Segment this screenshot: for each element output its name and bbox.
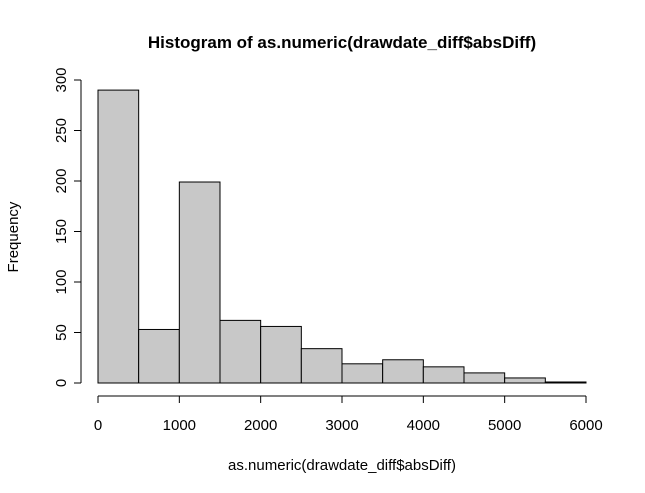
y-tick-label: 100 — [53, 269, 70, 294]
x-tick-label: 5000 — [488, 417, 521, 434]
y-axis: 0 50 100 150 200 250 300 — [53, 67, 82, 387]
histogram-bar — [178, 181, 221, 384]
x-tick-label: 0 — [94, 417, 102, 434]
histogram-bar — [504, 377, 546, 384]
y-tick-label: 0 — [53, 379, 70, 387]
x-tick-label: 1000 — [163, 417, 196, 434]
x-tick-label: 2000 — [244, 417, 277, 434]
x-axis: 0 1000 2000 3000 4000 5000 6000 — [94, 395, 603, 434]
y-tick-label: 150 — [53, 219, 70, 244]
y-tick-label: 200 — [53, 168, 70, 193]
histogram-bar — [544, 381, 587, 384]
histogram-bar — [260, 325, 302, 384]
x-tick-label: 4000 — [407, 417, 440, 434]
x-tick-label: 6000 — [569, 417, 602, 434]
y-axis-label: Frequency — [5, 201, 22, 272]
bars-group — [97, 89, 587, 384]
histogram-bar — [422, 366, 465, 384]
x-tick-label: 3000 — [325, 417, 358, 434]
y-tick-label: 250 — [53, 118, 70, 143]
chart-title: Histogram of as.numeric(drawdate_diff$ab… — [148, 33, 536, 52]
x-axis-label: as.numeric(drawdate_diff$absDiff) — [228, 457, 456, 474]
histogram-bar — [300, 348, 343, 384]
histogram-bar — [138, 328, 180, 384]
histogram-bar — [341, 363, 384, 384]
histogram-bar — [463, 372, 506, 384]
histogram-bar — [97, 89, 140, 384]
histogram-bar — [219, 319, 262, 384]
y-tick-label: 50 — [53, 324, 70, 341]
histogram-bar — [382, 359, 424, 384]
y-tick-label: 300 — [53, 67, 70, 92]
